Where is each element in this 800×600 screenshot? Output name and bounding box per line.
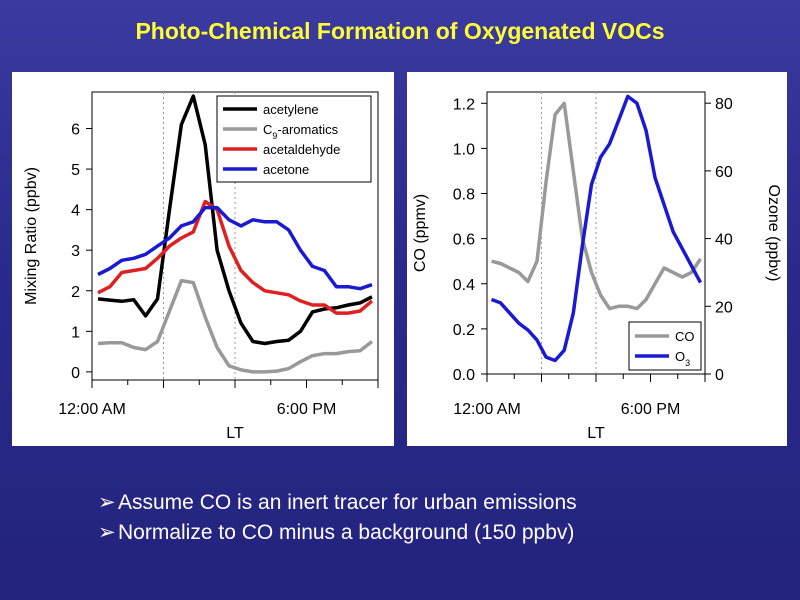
- right-chart-panel: 0.0 0.2 0.4 0.6 0.8 1.0 1.2 0 20 40 60 80 12:00 AM 6:…: [407, 72, 787, 446]
- y-tick-label: 1.0: [453, 141, 475, 158]
- bullet-text: Normalize to CO minus a background (150 …: [118, 521, 575, 544]
- y-tick-label: 0.4: [453, 277, 475, 294]
- series-line-acetaldehyde: [97, 199, 374, 315]
- legend-label: acetylene: [263, 102, 319, 117]
- x-tick-label: 6:00 PM: [621, 401, 681, 418]
- legend-label: acetone: [263, 162, 309, 177]
- x-tick-label: 12:00 AM: [453, 401, 521, 418]
- bullet-list: ➢ Assume CO is an inert tracer for urban …: [98, 488, 577, 548]
- y-tick-label: 4: [71, 203, 80, 220]
- y-tick-label: 6: [71, 122, 80, 139]
- series-line-acetylene: [97, 94, 373, 346]
- y-tick-label: 5: [71, 162, 80, 179]
- y-tick-label: 0: [71, 365, 80, 382]
- bullet-text: Assume CO is an inert tracer for urban e…: [118, 491, 577, 514]
- y-right-tick-label: 80: [715, 96, 733, 113]
- y-right-axis-label: Ozone (ppbv): [765, 185, 782, 282]
- y-tick-label: 0.2: [453, 322, 475, 339]
- y-tick-label: 2: [71, 284, 80, 301]
- bullet-item: ➢ Normalize to CO minus a background (150…: [98, 518, 577, 548]
- y-right-tick-label: 20: [715, 299, 733, 316]
- y-tick-label: 1: [71, 324, 80, 341]
- bullet-item: ➢ Assume CO is an inert tracer for urban …: [98, 488, 577, 518]
- bullet-arrow-icon: ➢: [98, 521, 116, 544]
- y-tick-label: 3: [71, 243, 80, 260]
- co-ozone-chart: 0.0 0.2 0.4 0.6 0.8 1.0 1.2 0 20 40 60 80 12:00 AM 6:…: [412, 91, 782, 442]
- x-axis-label: LT: [226, 425, 244, 442]
- legend-box: [628, 321, 702, 371]
- legend-label: C9-aromatics: [263, 122, 339, 141]
- y-axis-label: CO (ppmv): [412, 194, 429, 272]
- y-tick-label: 0.0: [453, 367, 475, 384]
- x-axis-label: LT: [587, 425, 605, 442]
- series-line-acetone: [97, 205, 373, 291]
- legend-label: CO: [675, 329, 695, 344]
- series-line-C9-aromatics: [97, 278, 374, 374]
- x-tick-label: 12:00 AM: [58, 401, 126, 418]
- legend-label: O3: [675, 349, 690, 368]
- y-tick-label: 0.8: [453, 187, 475, 204]
- x-tick-label: 6:00 PM: [277, 401, 337, 418]
- legend-label: acetaldehyde: [263, 142, 340, 157]
- series-line-O3: [490, 94, 703, 363]
- y-tick-label: 1.2: [453, 96, 475, 113]
- voc-mixing-ratio-chart: 0 1 2 3 4 5 6 12:00 AM 6:00 PM LT Mixing Ratio (pp…: [23, 91, 379, 442]
- y-right-tick-label: 40: [715, 232, 733, 249]
- series-line-CO: [491, 101, 702, 311]
- left-chart-panel: 0 1 2 3 4 5 6 12:00 AM 6:00 PM LT Mixing Ratio (pp…: [12, 72, 394, 446]
- y-right-tick-label: 0: [715, 367, 724, 384]
- y-axis-label: Mixing Ratio (ppbv): [23, 167, 40, 305]
- bullet-arrow-icon: ➢: [98, 491, 116, 514]
- y-right-tick-label: 60: [715, 164, 733, 181]
- y-tick-label: 0.6: [453, 232, 475, 249]
- slide-title: Photo-Chemical Formation of Oxygenated V…: [135, 18, 665, 44]
